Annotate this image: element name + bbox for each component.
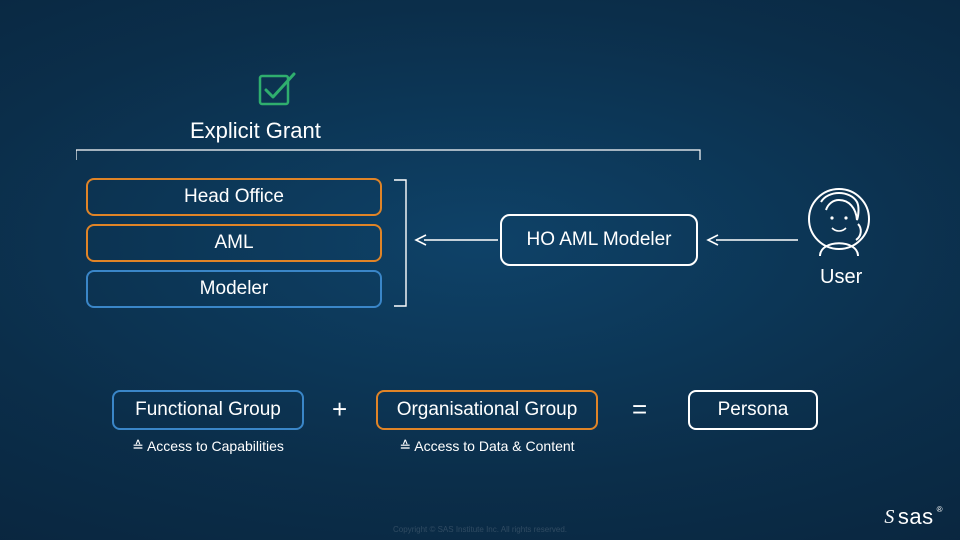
user-label: User [820,266,862,289]
persona-combined-box: HO AML Modeler [500,214,698,266]
arrow-user-to-persona [706,232,800,248]
check-icon [254,68,300,110]
sas-logo: S sas ® [884,504,942,530]
group-box-modeler: Modeler [86,270,382,308]
sas-logo-text: sas [898,504,934,530]
persona-combined-label: HO AML Modeler [526,229,671,251]
organisational-group-box: Organisational Group [376,390,598,430]
group-box-label: Modeler [200,278,269,300]
copyright-text: Copyright © SAS Institute Inc. All right… [393,525,567,534]
functional-group-label: Functional Group [135,399,281,421]
user-icon [802,184,876,262]
equals-operator: = [632,394,647,425]
group-box-aml: AML [86,224,382,262]
plus-operator: + [332,394,347,425]
arrow-persona-to-groups [414,232,500,248]
group-box-head-office: Head Office [86,178,382,216]
sas-logo-s-icon: S [884,506,895,529]
top-bracket [76,148,706,164]
group-box-label: AML [214,232,253,254]
group-right-bracket [392,178,412,310]
group-box-label: Head Office [184,186,284,208]
persona-box: Persona [688,390,818,430]
explicit-grant-title: Explicit Grant [190,118,321,144]
functional-group-box: Functional Group [112,390,304,430]
organisational-group-sub: ≙ Access to Data & Content [376,438,598,455]
persona-label: Persona [718,399,789,421]
organisational-group-label: Organisational Group [397,399,578,421]
functional-group-sub: ≙ Access to Capabilities [112,438,304,455]
